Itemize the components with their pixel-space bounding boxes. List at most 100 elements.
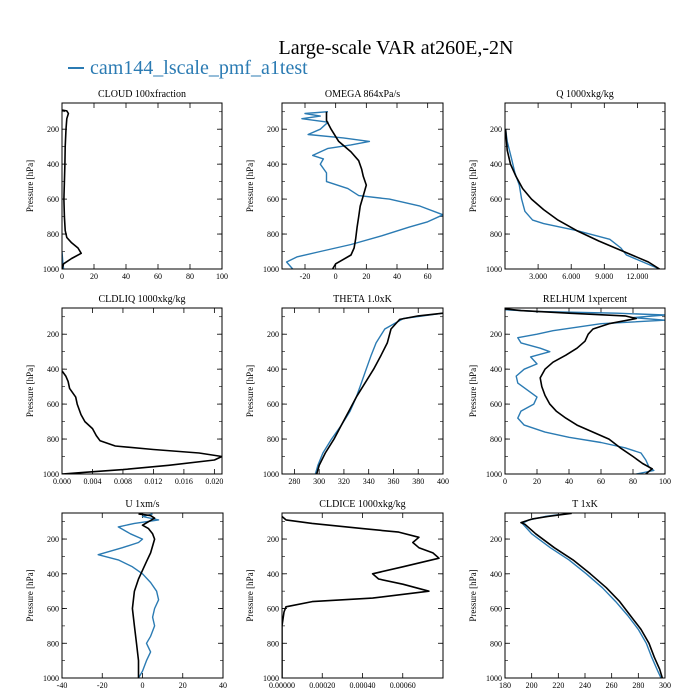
x-tick-label: 9.000 [595, 272, 613, 281]
y-tick-label: 600 [267, 400, 279, 409]
y-axis-label: Pressure [hPa] [25, 160, 35, 212]
figure-title: Large-scale VAR at260E,-2N [278, 37, 514, 59]
x-tick-label: 360 [387, 477, 399, 486]
y-axis-label: Pressure [hPa] [468, 569, 478, 621]
chart-panel: T 1xK 200 400 600 800 1000 Pressure [hPa] 180 20… [468, 499, 671, 690]
y-axis-label: Pressure [hPa] [245, 569, 255, 621]
y-tick-label: 800 [490, 639, 502, 648]
plot-frame [504, 512, 666, 679]
y-tick-label: 400 [47, 365, 59, 374]
panel-title: U 1xm/s [125, 499, 159, 510]
legend-line-swatch [68, 67, 84, 70]
series-line-blue [97, 513, 160, 678]
series-line-black [520, 513, 664, 678]
x-tick-label: 300 [313, 477, 325, 486]
y-tick-label: 400 [47, 160, 59, 169]
x-tick-label: 20 [179, 681, 187, 690]
x-tick-label: 0 [503, 477, 507, 486]
y-tick-label: 400 [267, 160, 279, 169]
plot-frame [61, 102, 223, 270]
x-tick-label: 320 [338, 477, 350, 486]
x-tick-label: 260 [606, 681, 618, 690]
x-tick-label: 240 [579, 681, 591, 690]
x-tick-label: 220 [552, 681, 564, 690]
x-tick-label: 12.000 [626, 272, 648, 281]
x-tick-label: 300 [659, 681, 671, 690]
chart-panel: CLDLIQ 1000xkg/kg 200 400 600 800 1000 Pressur… [25, 294, 223, 486]
y-tick-label: 600 [47, 605, 59, 614]
y-axis-label: Pressure [hPa] [25, 365, 35, 417]
x-tick-label: 0.00040 [350, 681, 376, 690]
x-tick-label: -40 [57, 681, 68, 690]
y-tick-label: 600 [47, 400, 59, 409]
x-tick-label: 40 [393, 272, 401, 281]
y-tick-label: 400 [47, 570, 59, 579]
series-line-blue [285, 111, 443, 269]
x-tick-label: 0 [141, 681, 145, 690]
y-tick-label: 200 [490, 535, 502, 544]
y-tick-label: 800 [267, 639, 279, 648]
y-tick-label: 200 [490, 125, 502, 134]
panel-title: CLDLIQ 1000xkg/kg [99, 294, 186, 305]
chart-panel: CLDICE 1000xkg/kg 200 400 600 800 1000 Pressur… [245, 499, 444, 690]
y-tick-label: 400 [267, 365, 279, 374]
x-tick-label: 80 [629, 477, 637, 486]
y-tick-label: 800 [47, 639, 59, 648]
y-tick-label: 600 [490, 400, 502, 409]
plot-frame [61, 307, 223, 475]
x-tick-label: 0.016 [175, 477, 193, 486]
x-tick-label: 0.004 [83, 477, 101, 486]
panel-title: Q 1000xkg/kg [556, 89, 614, 100]
x-tick-label: 6.000 [562, 272, 580, 281]
plot-frame [504, 102, 666, 270]
chart-panel: THETA 1.0xK 200 400 600 800 1000 Pressure [hPa… [245, 294, 449, 486]
panel-title: THETA 1.0xK [333, 294, 392, 305]
x-tick-label: 340 [363, 477, 375, 486]
panel-title: CLOUD 100xfraction [98, 89, 186, 100]
y-tick-label: 1000 [263, 674, 279, 683]
legend-label: cam144_lscale_pmf_a1test [90, 57, 308, 79]
x-tick-label: 0.00000 [269, 681, 295, 690]
y-tick-label: 600 [47, 195, 59, 204]
x-tick-label: 380 [412, 477, 424, 486]
series-line-blue [314, 312, 443, 474]
x-tick-label: 0.008 [114, 477, 132, 486]
series-line-black [131, 513, 156, 678]
x-tick-label: 280 [288, 477, 300, 486]
y-tick-label: 200 [47, 330, 59, 339]
y-tick-label: 1000 [43, 470, 59, 479]
y-tick-label: 200 [47, 125, 59, 134]
series-line-blue [505, 129, 660, 269]
chart-panel: CLOUD 100xfraction2004006008001000Pressu… [25, 89, 228, 281]
x-tick-label: 60 [597, 477, 605, 486]
y-tick-label: 800 [267, 435, 279, 444]
y-axis-label: Pressure [hPa] [245, 365, 255, 417]
y-tick-label: 600 [267, 605, 279, 614]
chart-panel: Q 1000xkg/kg 200 400 600 800 1000 Pressure [hP… [468, 89, 666, 281]
x-tick-label: 200 [526, 681, 538, 690]
y-tick-label: 200 [267, 330, 279, 339]
y-tick-label: 1000 [263, 470, 279, 479]
x-tick-label: -20 [97, 681, 108, 690]
x-tick-label: 100 [216, 272, 228, 281]
y-tick-label: 1000 [263, 265, 279, 274]
x-tick-label: 0 [334, 272, 338, 281]
x-tick-label: 3.000 [529, 272, 547, 281]
x-tick-label: 20 [533, 477, 541, 486]
x-tick-label: 60 [424, 272, 432, 281]
plot-frame [281, 102, 444, 270]
panel-title: OMEGA 864xPa/s [325, 89, 400, 100]
y-tick-label: 400 [490, 365, 502, 374]
series-line-black [505, 308, 653, 474]
x-tick-label: 400 [437, 477, 449, 486]
y-axis-label: Pressure [hPa] [245, 160, 255, 212]
series-line-black [282, 515, 440, 678]
x-tick-label: 100 [659, 477, 671, 486]
y-tick-label: 800 [47, 230, 59, 239]
y-tick-label: 800 [47, 435, 59, 444]
x-tick-label: 40 [565, 477, 573, 486]
panel-title: T 1xK [572, 499, 598, 510]
